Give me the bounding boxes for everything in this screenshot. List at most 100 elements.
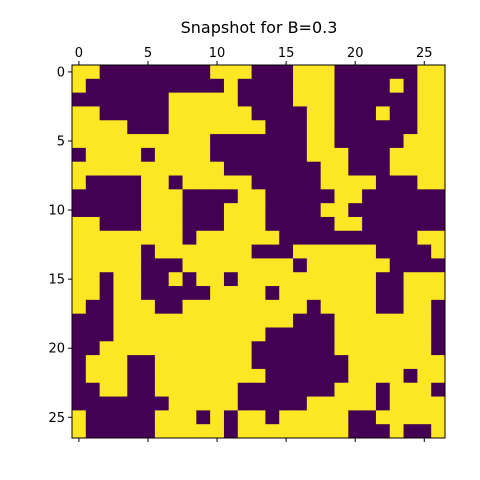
heatmap-cell: [251, 65, 266, 80]
heatmap-cell: [375, 410, 391, 425]
heatmap-cell: [210, 175, 225, 190]
heatmap-cell: [223, 120, 239, 135]
heatmap-cell: [237, 396, 252, 411]
heatmap-cell: [113, 230, 128, 245]
heatmap-cell: [334, 65, 349, 80]
heatmap-cell: [348, 368, 363, 384]
heatmap-cell: [417, 147, 432, 163]
heatmap-cell: [320, 299, 335, 315]
heatmap-cell: [348, 134, 363, 149]
heatmap-cell: [223, 230, 239, 245]
heatmap-cell: [113, 258, 128, 273]
heatmap-cell: [168, 410, 183, 425]
heatmap-cell: [320, 286, 335, 301]
heatmap-cell: [417, 382, 432, 397]
heatmap-cell: [265, 313, 280, 328]
heatmap-cell: [237, 244, 252, 259]
heatmap-cell: [431, 424, 446, 439]
heatmap-cell: [237, 286, 252, 301]
heatmap-cell: [168, 230, 183, 245]
heatmap-cell: [362, 272, 377, 287]
heatmap-cell: [389, 230, 404, 245]
heatmap-cell: [265, 396, 280, 411]
heatmap-cell: [293, 382, 308, 397]
heatmap-cell: [348, 230, 363, 245]
heatmap-cell: [99, 230, 114, 245]
heatmap-cell: [362, 161, 377, 176]
heatmap-cell: [141, 106, 156, 121]
heatmap-cell: [237, 299, 252, 315]
heatmap-cell: [403, 299, 418, 315]
heatmap-cell: [210, 216, 225, 232]
heatmap-cell: [389, 189, 404, 204]
heatmap-cell: [196, 189, 211, 204]
heatmap-cell: [85, 272, 101, 287]
heatmap-cell: [113, 327, 128, 342]
heatmap-cell: [348, 424, 363, 439]
heatmap-cell: [375, 272, 391, 287]
heatmap-cell: [196, 92, 211, 107]
heatmap-cell: [72, 78, 87, 94]
heatmap-cell: [196, 410, 211, 425]
heatmap-cell: [334, 258, 349, 273]
heatmap-cell: [182, 189, 197, 204]
heatmap-cell: [141, 424, 156, 439]
heatmap-cell: [113, 161, 128, 176]
heatmap-cell: [99, 272, 114, 287]
heatmap-cell: [265, 78, 280, 94]
heatmap-cell: [85, 355, 101, 370]
heatmap-cell: [403, 175, 418, 190]
plot-frame: [71, 64, 446, 439]
heatmap-cell: [375, 355, 391, 370]
x-tick-label: 5: [144, 46, 152, 61]
heatmap-cell: [141, 78, 156, 94]
heatmap-cell: [251, 78, 266, 94]
heatmap-cell: [389, 424, 404, 439]
heatmap-cell: [348, 258, 363, 273]
heatmap-cell: [196, 147, 211, 163]
heatmap-cell: [293, 120, 308, 135]
heatmap-cell: [403, 341, 418, 356]
heatmap-cell: [223, 258, 239, 273]
heatmap-cell: [141, 230, 156, 245]
heatmap-cell: [431, 410, 446, 425]
heatmap-cell: [210, 424, 225, 439]
heatmap-cell: [362, 216, 377, 232]
heatmap-cell: [348, 203, 363, 218]
heatmap-cell: [334, 272, 349, 287]
heatmap-cell: [389, 203, 404, 218]
heatmap-cell: [265, 147, 280, 163]
heatmap-cell: [293, 134, 308, 149]
heatmap-cell: [182, 106, 197, 121]
heatmap-cell: [320, 189, 335, 204]
heatmap-cell: [251, 396, 266, 411]
heatmap-cell: [417, 175, 432, 190]
heatmap-cell: [113, 92, 128, 107]
heatmap-cell: [154, 424, 170, 439]
heatmap-cell: [306, 258, 322, 273]
heatmap-cell: [168, 65, 183, 80]
heatmap-cell: [113, 355, 128, 370]
heatmap-cell: [99, 134, 114, 149]
heatmap-cell: [375, 216, 391, 232]
heatmap-cell: [154, 189, 170, 204]
heatmap-cell: [182, 65, 197, 80]
heatmap-cell: [431, 216, 446, 232]
heatmap-cell: [113, 382, 128, 397]
heatmap-cell: [72, 203, 87, 218]
heatmap-cell: [375, 244, 391, 259]
heatmap-cell: [182, 313, 197, 328]
heatmap-cell: [431, 78, 446, 94]
heatmap-cell: [389, 396, 404, 411]
heatmap-cell: [127, 203, 142, 218]
heatmap-cell: [348, 106, 363, 121]
heatmap-cell: [237, 175, 252, 190]
heatmap-cell: [141, 258, 156, 273]
heatmap-cell: [389, 286, 404, 301]
heatmap-cell: [306, 161, 322, 176]
heatmap-cell: [375, 175, 391, 190]
heatmap-cell: [265, 327, 280, 342]
heatmap-cell: [265, 120, 280, 135]
heatmap-cell: [168, 120, 183, 135]
heatmap-cell: [306, 341, 322, 356]
